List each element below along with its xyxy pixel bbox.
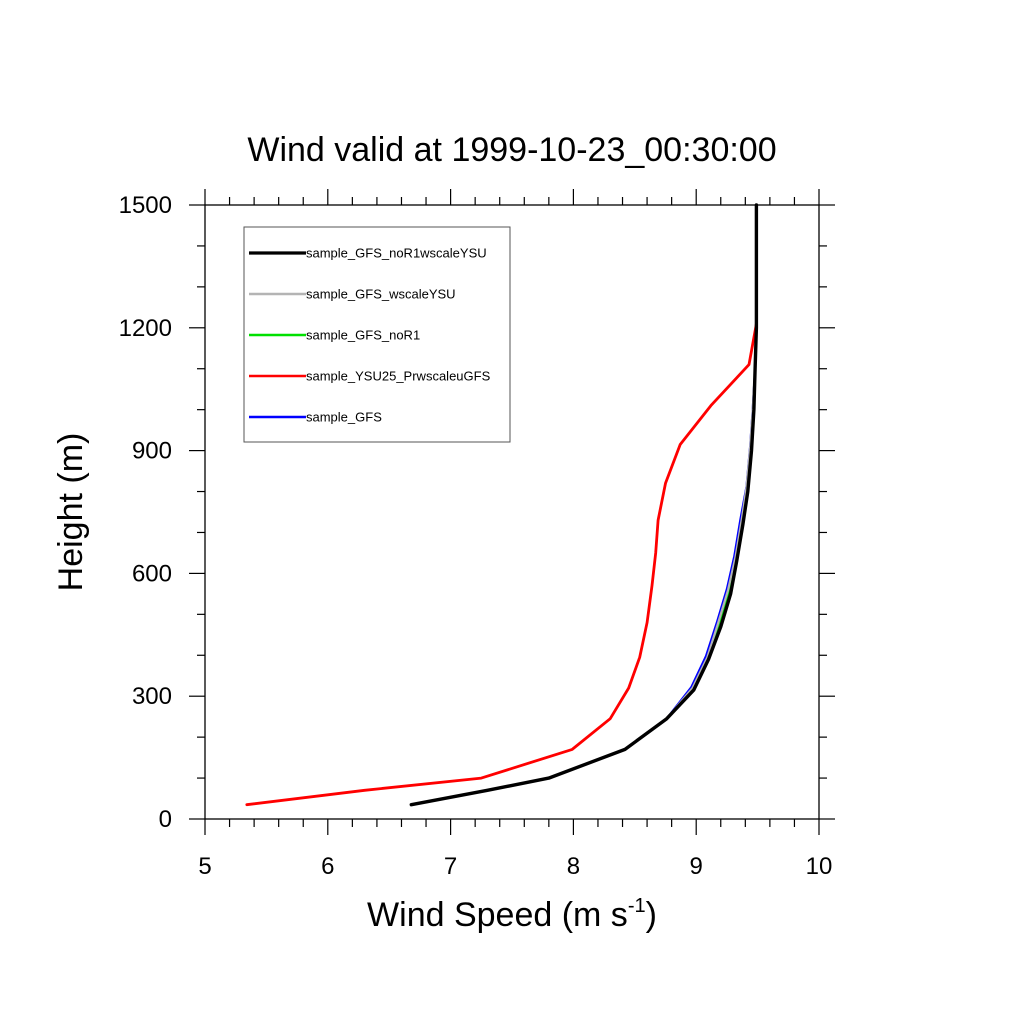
- x-tick-label: 10: [806, 853, 833, 880]
- chart-title: Wind valid at 1999-10-23_00:30:00: [247, 131, 776, 169]
- legend-entry-label: sample_GFS_noR1: [306, 328, 420, 343]
- series-line-sample_GFS_noR1wscaleYSU: [409, 203, 759, 807]
- y-axis-label: Height (m): [52, 433, 90, 592]
- x-axis-label-sup: -1: [628, 895, 646, 917]
- series-line-sample_YSU25_PrwscaleuGFS: [245, 322, 758, 807]
- y-tick-labels: 0 300 600 900 1200 1500: [119, 192, 172, 833]
- legend-entry-label: sample_GFS_wscaleYSU: [306, 287, 456, 302]
- series-lines: [245, 203, 759, 807]
- x-tick-label: 7: [444, 853, 457, 880]
- x-axis-label-end: ): [646, 896, 657, 934]
- plot-frame: [204, 204, 820, 820]
- y-tick-label: 600: [132, 560, 172, 587]
- x-axis-label-main: Wind Speed (m s: [367, 896, 628, 934]
- y-tick-label: 1200: [119, 315, 172, 342]
- legend: sample_GFS_noR1wscaleYSU sample_GFS_wscal…: [243, 226, 511, 443]
- x-axis-label: Wind Speed (m s-1): [367, 895, 657, 934]
- y-tick-label: 900: [132, 438, 172, 465]
- grid-and-ticks: [189, 189, 835, 835]
- legend-entry-label: sample_GFS_noR1wscaleYSU: [306, 246, 487, 261]
- x-tick-labels: 5 6 7 8 9 10: [198, 853, 832, 880]
- y-tick-label: 1500: [119, 192, 172, 219]
- x-tick-label: 5: [198, 853, 211, 880]
- y-tick-label: 300: [132, 683, 172, 710]
- x-tick-label: 6: [321, 853, 334, 880]
- x-tick-label: 9: [690, 853, 703, 880]
- x-tick-label: 8: [567, 853, 580, 880]
- legend-entry-label: sample_YSU25_PrwscaleuGFS: [306, 369, 491, 384]
- y-tick-label: 0: [159, 806, 172, 833]
- legend-entry-label: sample_GFS: [306, 410, 382, 425]
